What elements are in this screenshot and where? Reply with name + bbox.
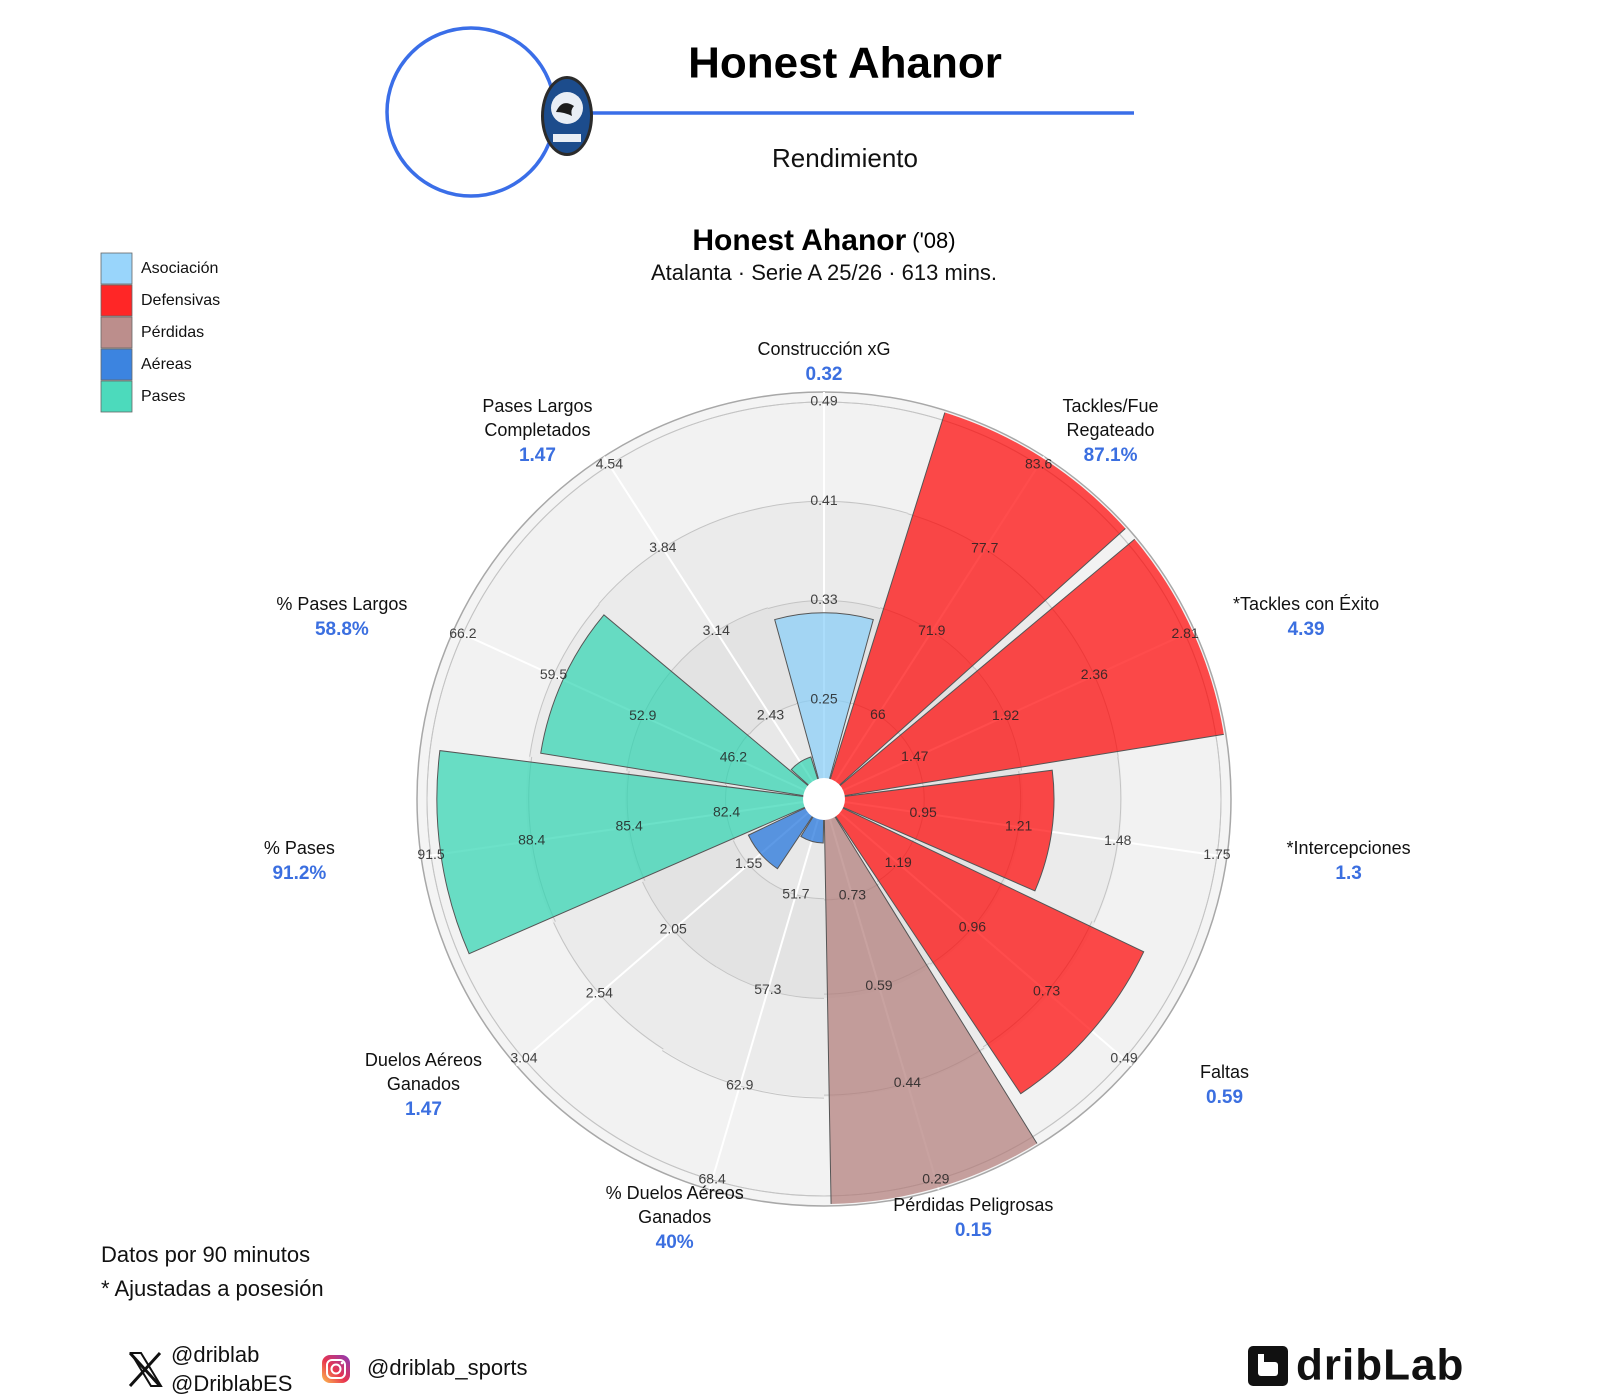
- legend-label: Aéreas: [141, 356, 192, 373]
- header-title: Honest Ahanor: [688, 39, 1002, 88]
- tick-label: 66: [870, 706, 886, 722]
- tick-label: 1.92: [992, 707, 1019, 723]
- tick-label: 52.9: [629, 707, 656, 723]
- bar: [822, 769, 1055, 892]
- tick-label: 0.41: [810, 492, 837, 508]
- tick-label: 51.7: [782, 885, 809, 901]
- tick-label: 0.49: [810, 393, 837, 409]
- spoke: [603, 456, 814, 782]
- bar: [774, 612, 874, 801]
- legend: Asociación Defensivas Pérdidas Aéreas Pases: [100, 252, 220, 413]
- chart-title-name: Honest Ahanor: [692, 224, 906, 257]
- header-subtitle: Rendimiento: [772, 143, 918, 173]
- legend-swatch: [100, 316, 133, 349]
- tick-label: 1.55: [735, 855, 762, 871]
- header-ring: [385, 26, 557, 198]
- social-handle: @DriblabES: [171, 1371, 292, 1396]
- bar: [747, 797, 826, 870]
- brand-name: dribLab: [1296, 1341, 1464, 1390]
- tick-label: 1.75: [1203, 846, 1230, 862]
- legend-label: Defensivas: [141, 292, 220, 309]
- legend-swatch: [100, 348, 133, 381]
- note: Datos por 90 minutos: [101, 1242, 310, 1267]
- x-icon: [128, 1351, 163, 1388]
- tick-label: 3.84: [649, 539, 676, 555]
- club-badge: [541, 76, 593, 156]
- tick-label: 71.9: [918, 622, 945, 638]
- tick-label: 0.44: [894, 1074, 921, 1090]
- instagram-icon: [322, 1355, 350, 1383]
- tick-label: 0.73: [1033, 983, 1060, 999]
- tick-label: 57.3: [754, 981, 781, 997]
- tick-label: 66.2: [449, 625, 476, 641]
- spoke: [708, 818, 820, 1190]
- chart-subtitle: Atalanta · Serie A 25/26 · 613 mins.: [651, 260, 997, 285]
- tick-label: 2.81: [1171, 625, 1198, 641]
- chart-title: Honest Ahanor ('08): [692, 224, 955, 257]
- center-hole: [803, 778, 845, 820]
- tick-label: 0.25: [810, 690, 837, 706]
- tick-label: 88.4: [518, 832, 545, 848]
- bar: [436, 750, 826, 955]
- tick-label: 0.49: [1110, 1050, 1137, 1066]
- social-handle: @driblab_sports: [367, 1355, 528, 1380]
- tick-label: 2.05: [660, 920, 687, 936]
- legend-swatch: [100, 252, 133, 285]
- tick-label: 82.4: [713, 804, 740, 820]
- brand-logo: dribLab: [1248, 1341, 1464, 1390]
- tick-label: 85.4: [616, 818, 643, 834]
- tick-label: 91.5: [417, 846, 444, 862]
- tick-label: 68.4: [699, 1171, 726, 1187]
- tick-label: 46.2: [720, 748, 747, 764]
- tick-label: 0.95: [910, 804, 937, 820]
- tick-label: 1.48: [1104, 832, 1131, 848]
- tick-label: 0.73: [839, 887, 866, 903]
- tick-label: 2.43: [757, 707, 784, 723]
- tick-label: 0.29: [922, 1171, 949, 1187]
- legend-label: Pases: [141, 388, 185, 405]
- tick-label: 3.14: [703, 622, 730, 638]
- legend-label: Asociación: [141, 260, 218, 277]
- tick-label: 1.21: [1005, 818, 1032, 834]
- tick-label: 62.9: [726, 1077, 753, 1093]
- social-handle: @driblab: [171, 1342, 259, 1367]
- legend-swatch: [100, 380, 133, 413]
- note: * Ajustadas a posesión: [101, 1276, 324, 1301]
- tick-label: 0.33: [810, 591, 837, 607]
- legend-label: Pérdidas: [141, 324, 204, 341]
- tick-label: 0.59: [865, 977, 892, 993]
- tick-label: 2.54: [586, 984, 613, 1000]
- tick-label: 2.36: [1081, 666, 1108, 682]
- tick-layer: 0.25 0.33 0.41 0.49 66 71.9 77.7 83.6 1.47 1.92 2.…: [417, 393, 1230, 1187]
- spoke: [515, 811, 809, 1067]
- tick-label: 77.7: [971, 540, 998, 556]
- tick-label: 1.47: [901, 748, 928, 764]
- bar: [822, 797, 1145, 1095]
- tick-label: 3.04: [510, 1050, 537, 1066]
- tick-label: 83.6: [1025, 456, 1052, 472]
- tick-label: 1.19: [885, 854, 912, 870]
- bar: [540, 614, 826, 800]
- tick-label: 4.54: [596, 456, 623, 472]
- chart-title-suffix: ('08): [912, 228, 955, 253]
- tick-label: 59.5: [540, 666, 567, 682]
- legend-swatch: [100, 284, 133, 317]
- tick-label: 0.96: [959, 918, 986, 934]
